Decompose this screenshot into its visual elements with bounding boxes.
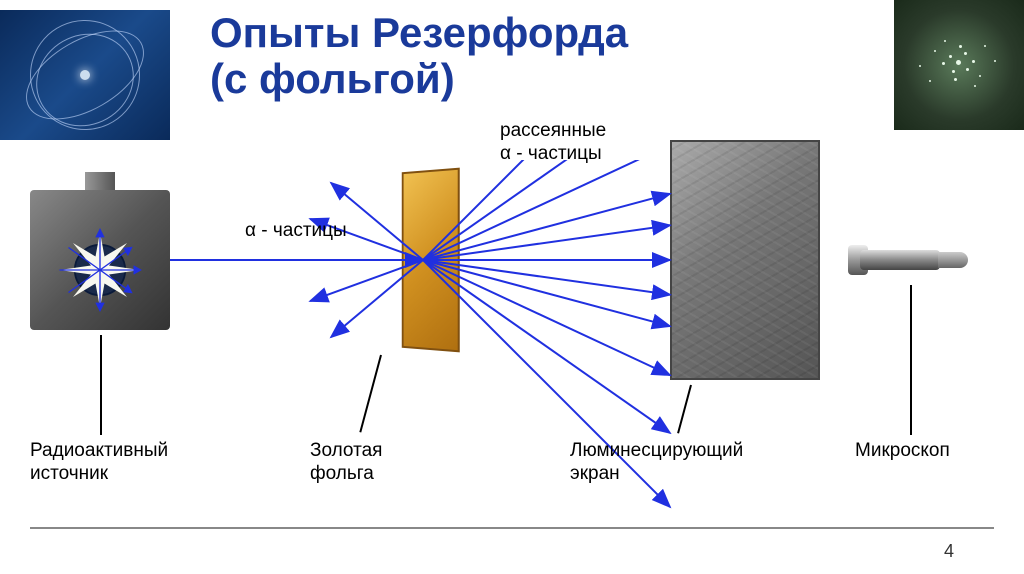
particle-rays [30,160,990,520]
footer-separator [30,527,994,529]
label-source: Радиоактивный источник [30,440,168,486]
label-screen: Люминесцирующий экран [570,440,743,486]
title-line-1: Опыты Резерфорда [210,10,628,56]
title-line-2: (с фольгой) [210,56,628,102]
header: Опыты Резерфорда (с фольгой) [0,0,1024,140]
pointer-microscope [910,285,912,435]
atom-illustration [0,10,170,140]
label-scattered: рассеянные α - частицы [500,120,606,166]
page-title: Опыты Резерфорда (с фольгой) [170,10,628,102]
pointer-source [100,335,102,435]
label-alpha-particles: α - частицы [245,220,347,243]
label-foil: Золотая фольга [310,440,382,486]
label-microscope: Микроскоп [855,440,950,463]
experiment-diagram: α - частицы рассеянные α - частицы Радио… [30,160,990,520]
particle-hits-illustration [894,0,1024,130]
page-number: 4 [944,541,954,562]
